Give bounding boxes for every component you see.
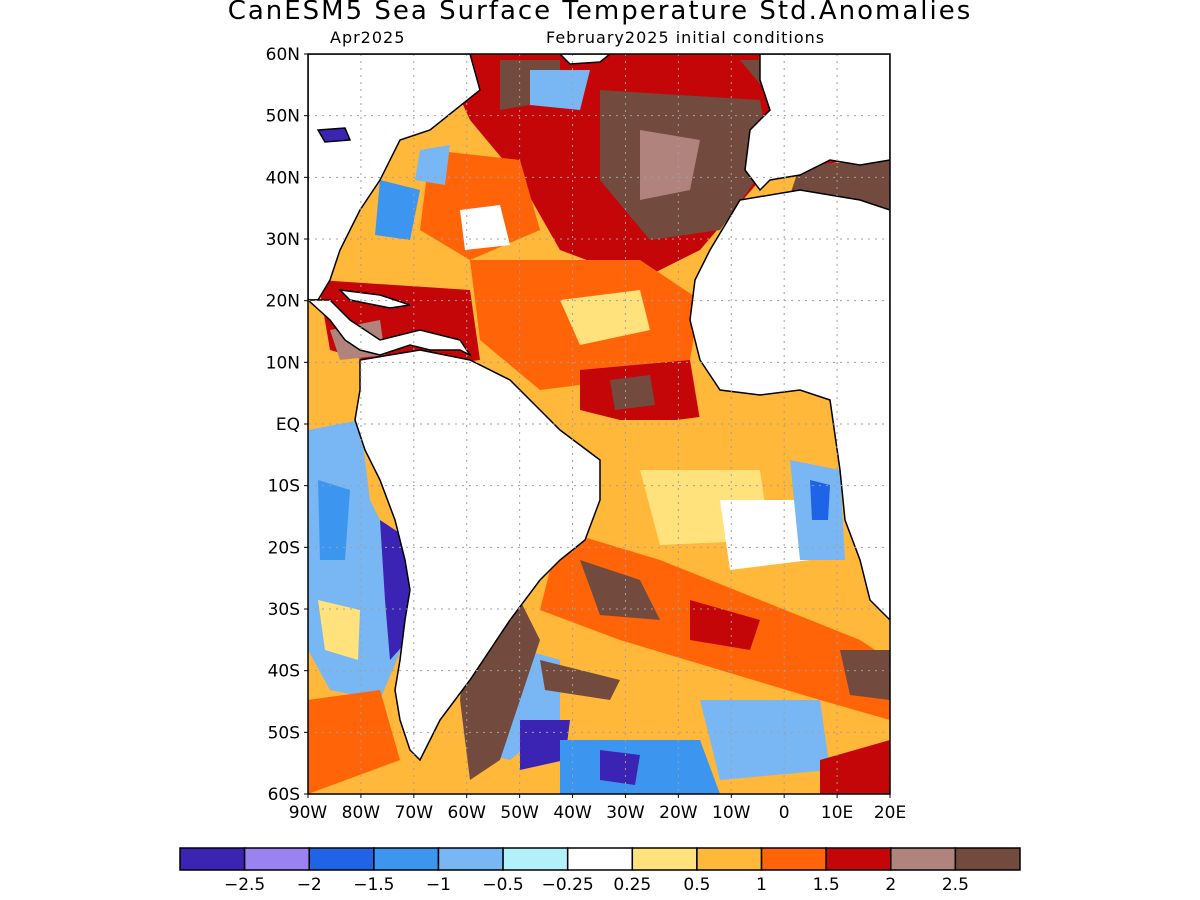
lat-tick-label: EQ bbox=[276, 415, 300, 435]
lat-tick-label: 50N bbox=[266, 107, 300, 127]
land-masses bbox=[308, 54, 890, 762]
colorbar-swatch bbox=[179, 847, 246, 871]
colorbar-swatch bbox=[954, 847, 1021, 871]
lat-tick-label: 40N bbox=[266, 168, 300, 188]
south-america bbox=[354, 349, 601, 762]
colorbar-swatch bbox=[437, 847, 504, 871]
lat-tick-label: 40S bbox=[268, 662, 300, 682]
lon-tick-label: 40W bbox=[553, 803, 592, 823]
lat-tick-label: 60N bbox=[266, 45, 300, 65]
lat-tick-label: 10S bbox=[268, 477, 300, 497]
lon-tick-label: 10E bbox=[821, 803, 853, 823]
europe bbox=[744, 54, 890, 192]
colorbar-label: −0.5 bbox=[482, 875, 523, 895]
chart-title: CanESM5 Sea Surface Temperature Std.Anom… bbox=[227, 0, 973, 26]
caribbean-islands bbox=[337, 288, 411, 309]
colorbar-label: 0.5 bbox=[683, 875, 710, 895]
initial-conditions: February2025 initial conditions bbox=[546, 28, 826, 47]
lon-tick-label: 10W bbox=[712, 803, 751, 823]
central-america bbox=[308, 299, 473, 357]
colorbar-label: 2.5 bbox=[942, 875, 969, 895]
colorbar-swatch bbox=[890, 847, 957, 871]
lat-tick-label: 50S bbox=[268, 723, 300, 743]
lat-tick-label: 30S bbox=[268, 600, 300, 620]
colorbar-label: −2 bbox=[297, 875, 322, 895]
colorbar bbox=[179, 847, 1021, 871]
africa bbox=[689, 189, 890, 622]
colorbar-labels: −2.5 −2 −1.5 −1 −0.5 −0.25 0.25 0.5 1 1.5 2 2.5 bbox=[224, 875, 969, 895]
colorbar-label: 2 bbox=[885, 875, 896, 895]
lon-tick-label: 20E bbox=[874, 803, 906, 823]
forecast-month: Apr2025 bbox=[330, 28, 406, 47]
lon-tick-label: 30W bbox=[606, 803, 645, 823]
colorbar-swatch bbox=[243, 847, 310, 871]
lat-tick-label: 30N bbox=[266, 230, 300, 250]
lon-tick-label: 50W bbox=[500, 803, 539, 823]
colorbar-swatch bbox=[825, 847, 892, 871]
colorbar-swatch bbox=[696, 847, 763, 871]
colorbar-swatch bbox=[502, 847, 569, 871]
lon-tick-label: 60W bbox=[448, 803, 487, 823]
graticule bbox=[308, 54, 890, 794]
colorbar-swatch bbox=[308, 847, 375, 871]
colorbar-swatch bbox=[760, 847, 827, 871]
lat-tick-label: 20S bbox=[268, 538, 300, 558]
latitude-tick-labels: 60N 50N 40N 30N 20N 10N EQ 10S 20S 30S 40S 50S 60S bbox=[266, 45, 308, 805]
lat-tick-label: 10N bbox=[266, 353, 300, 373]
colorbar-label: −1.5 bbox=[353, 875, 394, 895]
lon-tick-label: 0 bbox=[779, 803, 790, 823]
colorbar-swatch bbox=[631, 847, 698, 871]
lat-tick-label: 60S bbox=[268, 785, 300, 805]
colorbar-label: −1 bbox=[426, 875, 451, 895]
colorbar-swatch bbox=[373, 847, 440, 871]
lon-tick-label: 70W bbox=[395, 803, 434, 823]
colorbar-label: 0.25 bbox=[613, 875, 651, 895]
colorbar-label: 1.5 bbox=[813, 875, 840, 895]
colorbar-label: 1 bbox=[756, 875, 767, 895]
lat-tick-label: 20N bbox=[266, 292, 300, 312]
colorbar-swatch bbox=[566, 847, 634, 871]
lon-tick-label: 90W bbox=[289, 803, 328, 823]
lon-tick-label: 20W bbox=[659, 803, 698, 823]
lon-tick-label: 80W bbox=[342, 803, 381, 823]
longitude-tick-labels: 90W 80W 70W 60W 50W 40W 30W 20W 10W 0 10E 20E bbox=[289, 794, 906, 823]
colorbar-label: −0.25 bbox=[542, 875, 594, 895]
colorbar-label: −2.5 bbox=[224, 875, 265, 895]
